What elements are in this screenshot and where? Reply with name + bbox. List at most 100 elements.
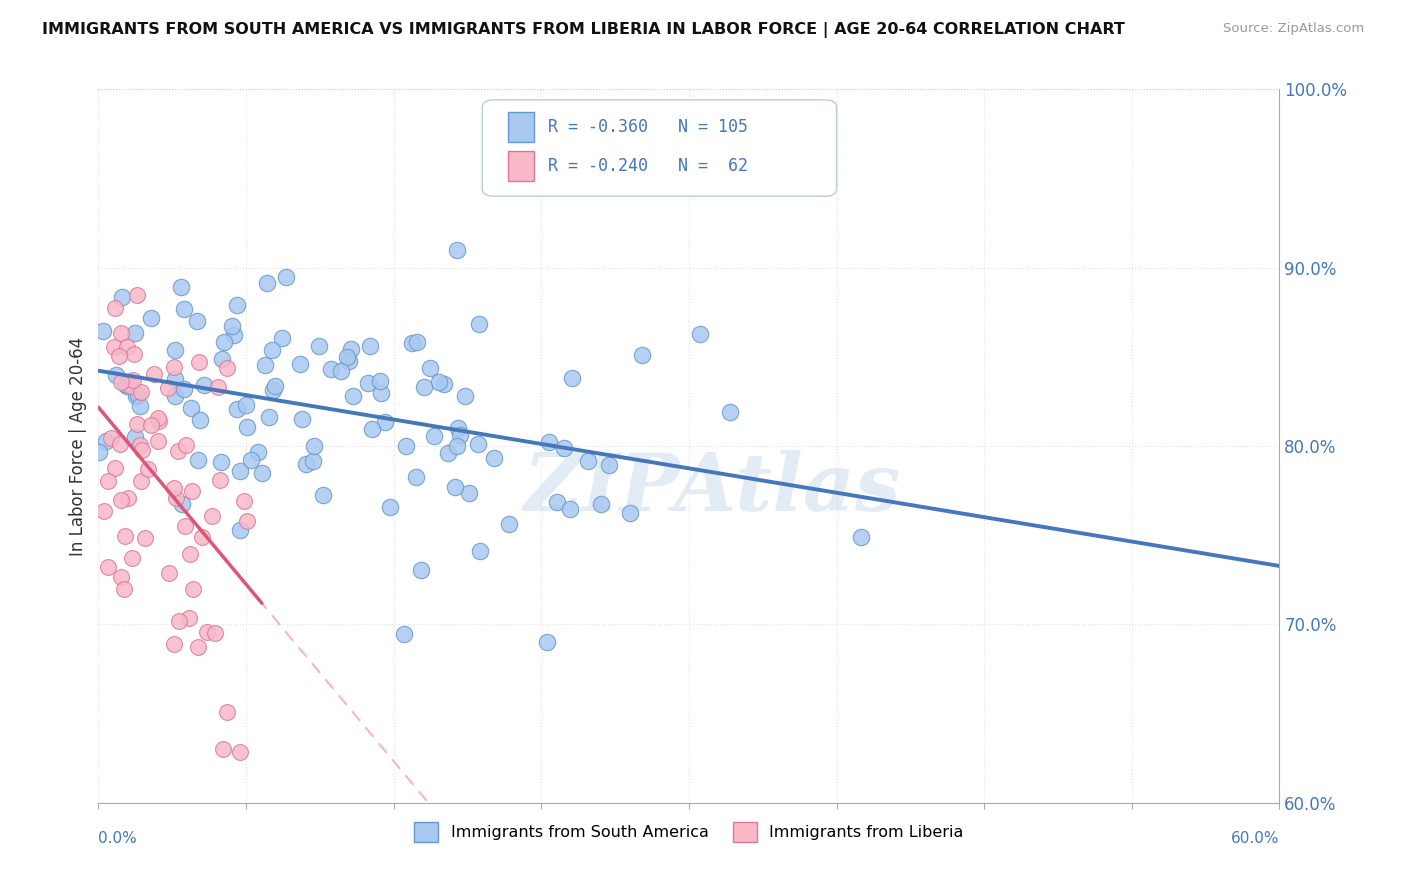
Point — [619, 506, 641, 520]
Text: Source: ZipAtlas.com: Source: ZipAtlas.com — [1223, 22, 1364, 36]
Point — [93, 324, 115, 338]
Legend: Immigrants from South America, Immigrants from Liberia: Immigrants from South America, Immigrant… — [408, 816, 970, 848]
Point — [229, 745, 252, 759]
Point — [423, 429, 446, 443]
Point — [392, 627, 415, 641]
Point — [187, 640, 209, 655]
Point — [446, 244, 468, 258]
Point — [211, 352, 233, 367]
Point — [301, 453, 323, 467]
Point — [188, 355, 211, 369]
FancyBboxPatch shape — [508, 112, 534, 142]
Point — [183, 582, 205, 596]
Point — [482, 450, 505, 465]
Point — [148, 411, 170, 425]
Point — [405, 335, 427, 350]
Point — [419, 361, 441, 376]
Point — [117, 491, 139, 505]
Point — [264, 379, 287, 393]
Point — [193, 377, 215, 392]
Point — [201, 509, 224, 524]
Point — [411, 563, 433, 577]
Point — [110, 376, 132, 390]
Point — [217, 361, 239, 376]
Point — [589, 497, 612, 511]
Point — [207, 380, 229, 394]
Point — [546, 495, 568, 509]
Point — [127, 388, 149, 402]
Point — [401, 336, 423, 351]
Point — [111, 290, 134, 304]
Point — [598, 458, 620, 472]
Point — [689, 326, 711, 341]
Point — [142, 367, 165, 381]
Point — [221, 319, 243, 334]
Point — [560, 502, 582, 516]
Point — [104, 368, 127, 382]
Point — [103, 340, 125, 354]
Point — [180, 483, 202, 498]
Point — [131, 385, 153, 400]
Point — [167, 614, 190, 628]
Point — [138, 462, 160, 476]
Point — [129, 475, 152, 489]
FancyBboxPatch shape — [508, 152, 534, 181]
Point — [114, 529, 136, 543]
Point — [262, 343, 284, 357]
Point — [124, 430, 146, 444]
Point — [188, 413, 211, 427]
Point — [104, 461, 127, 475]
Point — [468, 544, 491, 558]
Point — [174, 438, 197, 452]
Point — [718, 404, 741, 418]
Point — [165, 372, 187, 386]
Point — [122, 347, 145, 361]
Point — [156, 382, 179, 396]
Point — [851, 530, 873, 544]
Point — [444, 480, 467, 494]
Point — [235, 398, 257, 412]
Point — [288, 357, 311, 371]
Point — [191, 530, 214, 544]
Point — [186, 314, 208, 328]
Point — [179, 547, 201, 561]
Point — [433, 376, 456, 391]
Point — [405, 470, 427, 484]
Point — [380, 500, 402, 514]
Text: R = -0.240   N =  62: R = -0.240 N = 62 — [548, 157, 748, 175]
Point — [498, 516, 520, 531]
Point — [270, 331, 292, 345]
Point — [114, 376, 136, 391]
Point — [394, 439, 416, 453]
Point — [229, 464, 252, 478]
Point — [195, 624, 218, 639]
Point — [125, 389, 148, 403]
Point — [232, 493, 254, 508]
Point — [209, 455, 232, 469]
Point — [172, 497, 194, 511]
Point — [321, 362, 343, 376]
Point — [340, 342, 363, 356]
Point — [436, 446, 458, 460]
Point — [110, 492, 132, 507]
Point — [330, 364, 353, 378]
Point — [561, 370, 583, 384]
Point — [173, 301, 195, 316]
Point — [148, 413, 170, 427]
Point — [162, 481, 184, 495]
Point — [165, 343, 187, 357]
Point — [215, 705, 238, 719]
Point — [224, 328, 246, 343]
Point — [163, 636, 186, 650]
Point — [253, 358, 276, 372]
Point — [429, 375, 451, 389]
Point — [129, 400, 152, 414]
Point — [553, 442, 575, 456]
Point — [97, 474, 120, 488]
Point — [631, 348, 654, 362]
Text: 0.0%: 0.0% — [98, 831, 138, 847]
Point — [177, 610, 200, 624]
Point — [468, 317, 491, 331]
Point — [87, 445, 110, 459]
Point — [163, 389, 186, 403]
